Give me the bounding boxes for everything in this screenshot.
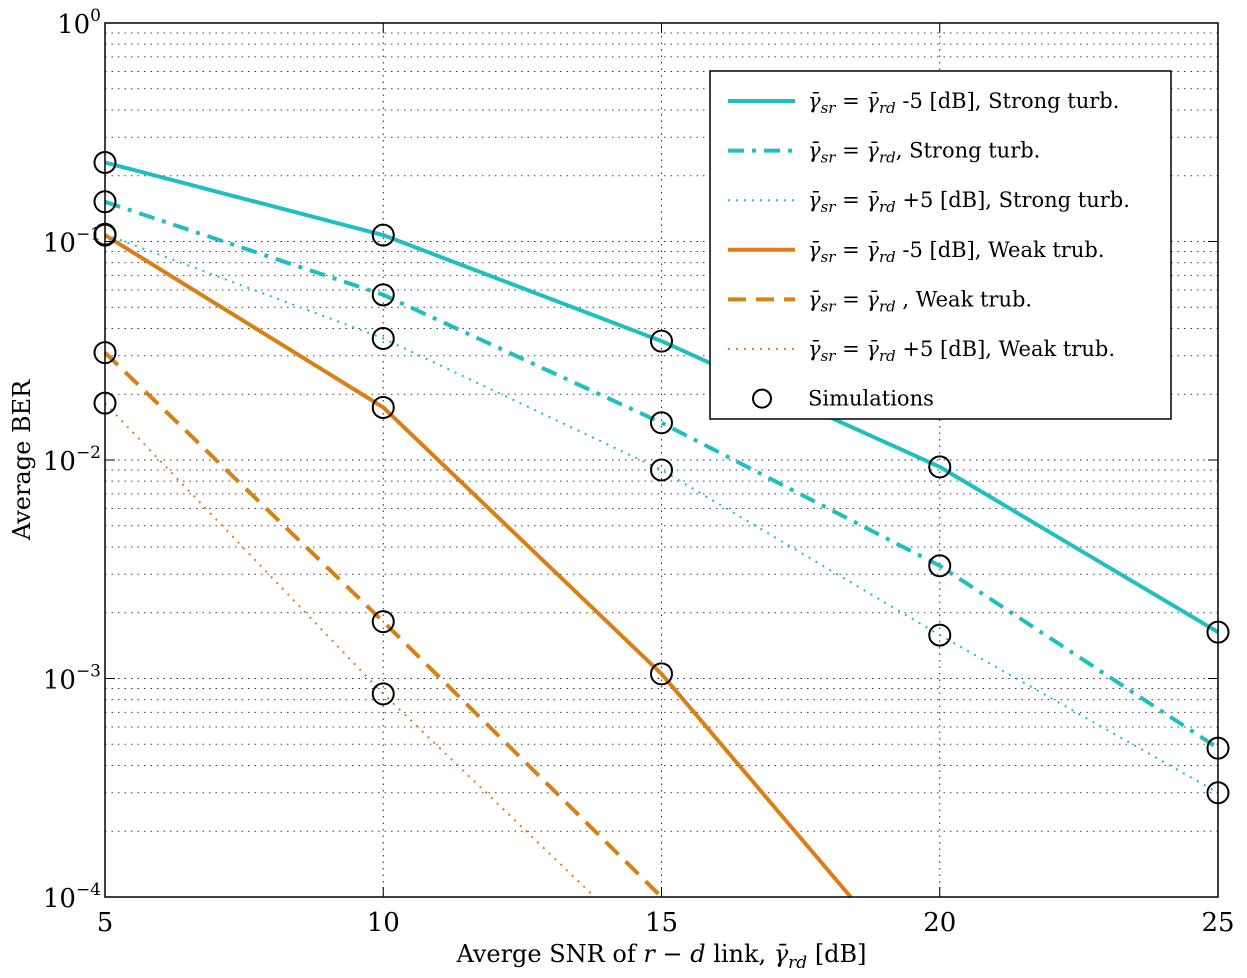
- legend-box: [709, 70, 1172, 420]
- x-tick-label: 15: [645, 908, 678, 938]
- legend-label-3: γ̄sr = γ̄rd +5 [dB], Strong turb.: [808, 188, 1130, 216]
- x-tick-label: 10: [367, 908, 400, 938]
- x-tick-label: 5: [97, 908, 114, 938]
- simulation-marker: [371, 395, 395, 419]
- legend-swatch-simulations: [752, 388, 772, 409]
- x-axis-label: Averge SNR of r − d link, γ̄rd [dB]: [455, 940, 866, 973]
- legend-label-5: γ̄sr = γ̄rd , Weak trub.: [808, 287, 1032, 315]
- legend-label-simulations: Simulations: [808, 387, 934, 411]
- legend-label-4: γ̄sr = γ̄rd -5 [dB], Weak trub.: [808, 238, 1105, 266]
- simulation-marker: [371, 326, 395, 350]
- y-axis-label: Average BER: [8, 379, 36, 541]
- tick-labels: 5 10 15 20 25 10−4 10−3 10−2 10−1 100: [43, 6, 1235, 938]
- x-tick-label: 20: [923, 908, 956, 938]
- y-tick-label: 10−4: [43, 880, 101, 914]
- legend-label-2: γ̄sr = γ̄rd, Strong turb.: [808, 139, 1040, 167]
- legend-label-1: γ̄sr = γ̄rd -5 [dB], Strong turb.: [808, 89, 1119, 117]
- simulation-marker: [928, 455, 952, 479]
- simulation-marker: [650, 329, 673, 353]
- y-tick-label: 10−3: [43, 662, 101, 696]
- series-line-2: [104, 199, 1220, 750]
- simulation-marker: [650, 662, 673, 686]
- simulation-marker: [650, 411, 673, 435]
- legend: γ̄sr = γ̄rd -5 [dB], Strong turb. γ̄sr = …: [709, 70, 1172, 420]
- simulation-marker: [371, 283, 395, 307]
- simulation-marker: [371, 223, 395, 247]
- series-line-4: [103, 233, 853, 899]
- simulation-marker: [928, 554, 952, 578]
- series-line-6: [104, 402, 596, 898]
- y-tick-label: 100: [57, 6, 101, 40]
- y-tick-label: 10−2: [43, 443, 101, 477]
- simulation-marker: [371, 610, 395, 634]
- series-line-1: [104, 160, 1220, 634]
- series-layer: [103, 160, 1220, 899]
- simulation-marker: [650, 458, 673, 482]
- simulation-marker: [371, 682, 395, 706]
- series-line-5: [103, 351, 663, 899]
- x-tick-label: 25: [1201, 908, 1234, 938]
- y-tick-label: 10−1: [43, 225, 101, 259]
- legend-label-6: γ̄sr = γ̄rd +5 [dB], Weak trub.: [808, 337, 1115, 365]
- simulation-marker: [928, 623, 952, 647]
